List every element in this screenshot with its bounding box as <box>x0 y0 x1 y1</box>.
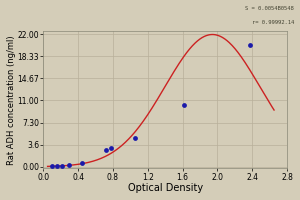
Text: r= 0.99992.14: r= 0.99992.14 <box>252 20 294 25</box>
Point <box>132 137 137 140</box>
Point <box>109 146 114 150</box>
Point <box>50 165 54 168</box>
Text: S = 0.0054B0548: S = 0.0054B0548 <box>245 6 294 11</box>
Point <box>60 164 65 167</box>
Point <box>55 164 60 168</box>
Y-axis label: Rat ADH concentration (ng/ml): Rat ADH concentration (ng/ml) <box>7 35 16 165</box>
Point <box>182 103 187 106</box>
X-axis label: Optical Density: Optical Density <box>128 183 203 193</box>
Point <box>247 43 252 47</box>
Point <box>79 162 84 165</box>
Point <box>103 148 108 151</box>
Point <box>67 164 72 167</box>
